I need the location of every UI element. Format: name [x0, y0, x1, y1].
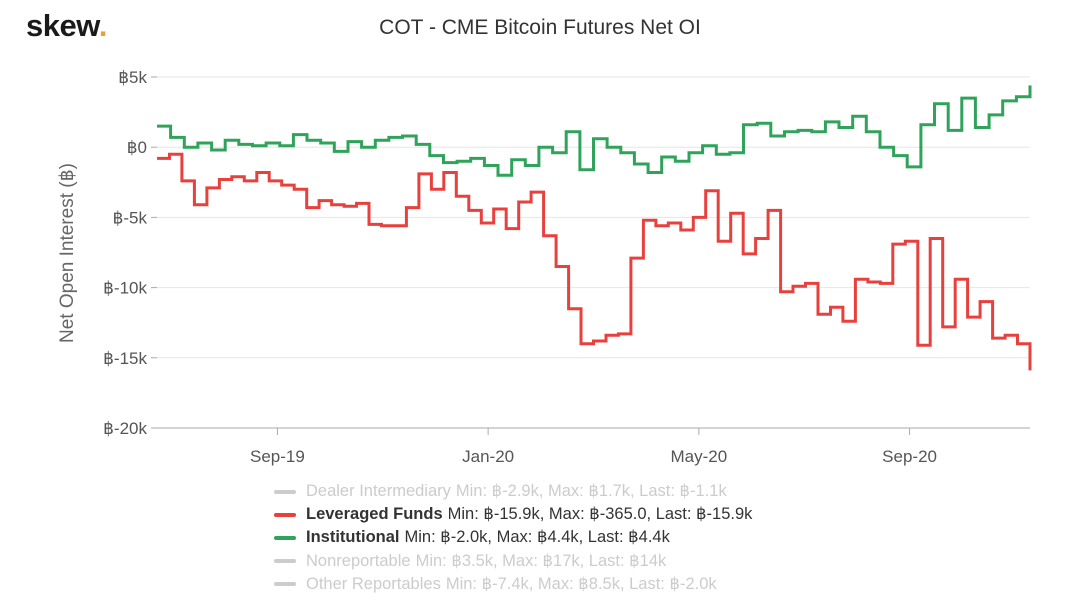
legend-item-nonreportable[interactable]: Nonreportable Min: ฿3.5k, Max: ฿17k, Last…: [274, 550, 752, 573]
series-lines: [157, 85, 1032, 371]
series-line-institutional: [157, 85, 1032, 177]
skew-logo: skew.: [26, 8, 107, 43]
y-tick-label: ฿0: [127, 138, 147, 157]
y-axis-ticks: ฿5k ฿0 ฿-5k ฿-10k ฿-15k ฿-20k: [103, 68, 157, 438]
y-tick-label: ฿-20k: [103, 419, 147, 438]
chart-title: COT - CME Bitcoin Futures Net OI: [379, 16, 701, 39]
legend-item-leveraged-funds[interactable]: Leveraged Funds Min: ฿-15.9k, Max: ฿-365.…: [274, 503, 752, 526]
y-tick-label: ฿-15k: [103, 349, 147, 368]
legend-series-name: Institutional: [306, 528, 400, 547]
legend: Dealer Intermediary Min: ฿-2.9k, Max: ฿1.…: [274, 480, 752, 596]
series-line-leveraged-funds: [157, 152, 1032, 371]
legend-series-stats: Min: ฿-2.0k, Max: ฿4.4k, Last: ฿4.4k: [404, 528, 670, 547]
x-axis-ticks: Sep-19 Jan-20 May-20 Sep-20: [250, 428, 937, 466]
y-axis-label: Net Open Interest (฿): [57, 163, 78, 343]
legend-series-stats: Min: ฿-15.9k, Max: ฿-365.0, Last: ฿-15.9…: [447, 505, 753, 524]
legend-swatch: [274, 536, 296, 540]
legend-swatch: [274, 489, 296, 494]
x-tick-label: Sep-19: [250, 447, 305, 466]
y-tick-label: ฿-10k: [103, 279, 147, 298]
x-tick-label: Jan-20: [462, 447, 514, 466]
grid: [157, 76, 1030, 359]
legend-series-name: Dealer Intermediary: [306, 482, 451, 500]
legend-series-stats: Min: ฿-7.4k, Max: ฿8.5k, Last: ฿-2.0k: [445, 574, 717, 593]
legend-swatch: [274, 512, 296, 517]
y-tick-label: ฿-5k: [113, 208, 148, 227]
legend-item-institutional[interactable]: Institutional Min: ฿-2.0k, Max: ฿4.4k, La…: [274, 526, 752, 549]
legend-series-name: Leveraged Funds: [306, 505, 443, 524]
x-tick-label: Sep-20: [882, 447, 937, 466]
legend-series-stats: Min: ฿-2.9k, Max: ฿1.7k, Last: ฿-1.1k: [455, 482, 727, 500]
legend-series-name: Nonreportable: [306, 551, 411, 570]
y-tick-label: ฿5k: [118, 68, 147, 87]
legend-series-name: Other Reportables: [306, 574, 441, 593]
legend-item-dealer-intermediary[interactable]: Dealer Intermediary Min: ฿-2.9k, Max: ฿1.…: [274, 480, 752, 503]
legend-swatch: [274, 582, 296, 587]
legend-item-other-reportables[interactable]: Other Reportables Min: ฿-7.4k, Max: ฿8.5k…: [274, 573, 752, 596]
x-tick-label: May-20: [671, 447, 728, 466]
legend-series-stats: Min: ฿3.5k, Max: ฿17k, Last: ฿14k: [415, 551, 667, 570]
legend-swatch: [274, 559, 296, 564]
